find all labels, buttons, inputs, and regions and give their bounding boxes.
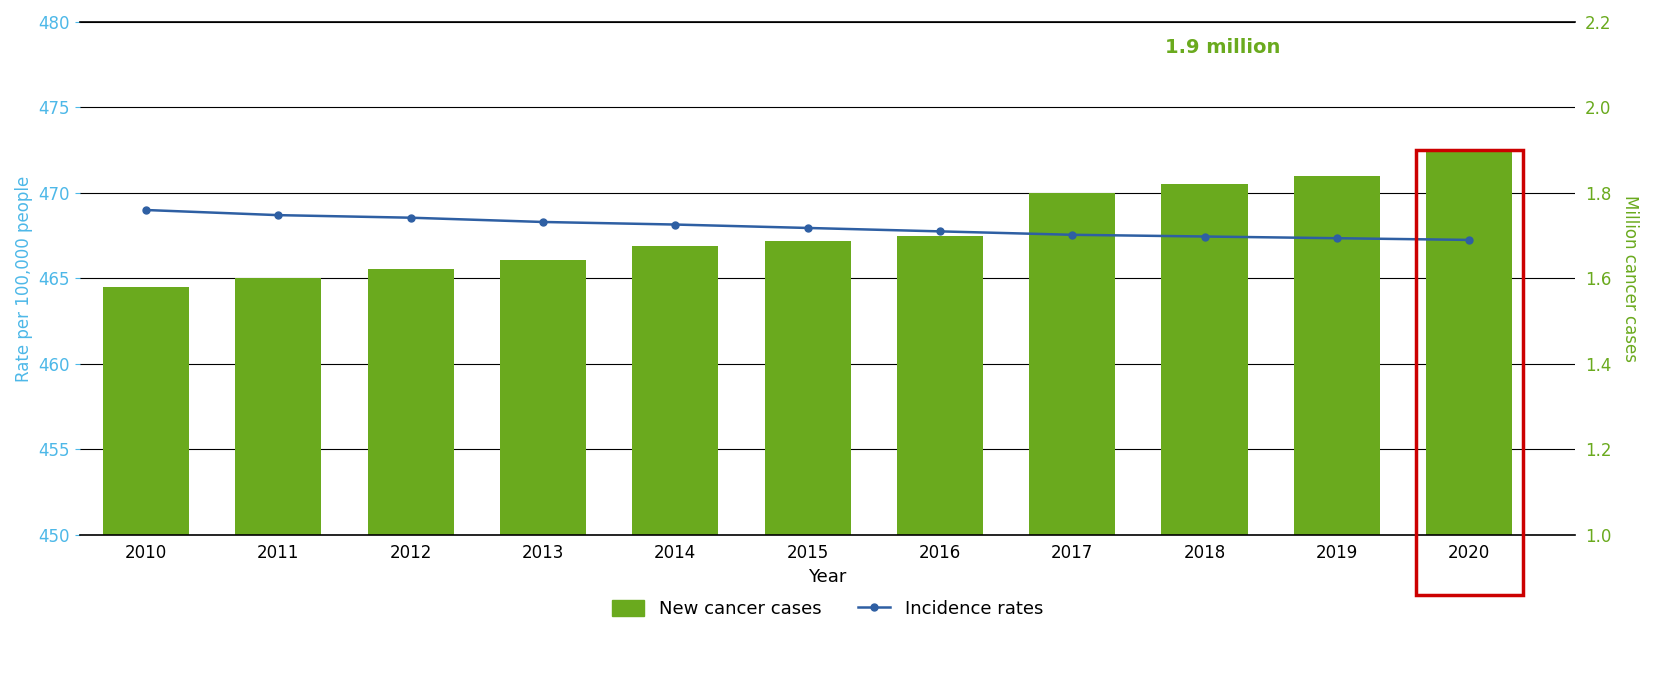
Y-axis label: Rate per 100,000 people: Rate per 100,000 people [15,175,33,381]
Bar [500,260,586,535]
Bar [632,246,718,535]
Bar [1416,150,1523,594]
Bar [896,236,982,535]
Text: 1.9 million: 1.9 million [1164,38,1280,57]
Y-axis label: Million cancer cases: Million cancer cases [1621,195,1639,362]
Legend: New cancer cases, Incidence rates: New cancer cases, Incidence rates [612,600,1044,618]
Bar [1293,176,1379,535]
X-axis label: Year: Year [809,568,847,586]
Bar [764,241,850,535]
Bar [1426,150,1512,535]
Bar [235,278,321,535]
Bar [367,269,453,535]
Bar [1029,193,1115,535]
Bar [1161,184,1247,535]
Bar [103,287,189,535]
